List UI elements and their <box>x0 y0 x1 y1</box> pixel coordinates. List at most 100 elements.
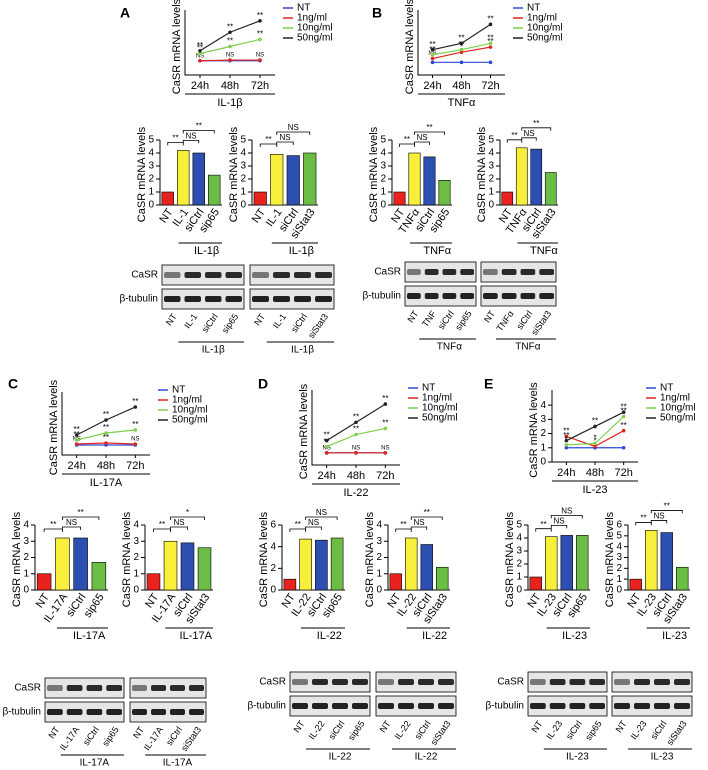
y-tick-label: 6 <box>616 520 622 531</box>
point <box>430 56 435 61</box>
lane-label: NT <box>46 724 61 740</box>
y-tick-label: 4 <box>516 533 522 544</box>
point <box>430 52 435 57</box>
panel-letter: A <box>120 5 130 21</box>
legend-label: 10ng/ml <box>527 23 563 34</box>
blot-band <box>438 679 454 685</box>
point <box>488 41 493 46</box>
blot-band <box>352 679 368 685</box>
lane-label: NT <box>164 311 179 327</box>
y-tick-label: 2 <box>133 552 139 563</box>
point <box>621 414 626 419</box>
panel-letter: D <box>258 376 268 392</box>
x-tick-label: 24h <box>557 467 575 479</box>
blot-frame <box>249 264 335 286</box>
y-tick-label: 4 <box>376 520 382 531</box>
lane-label: siCtrl <box>413 719 433 742</box>
bar <box>389 573 402 591</box>
significance: ** <box>197 44 203 53</box>
significance: ** <box>382 394 388 403</box>
blot-band <box>312 703 328 709</box>
y-tick-label: 0 <box>23 585 29 596</box>
significance: ** <box>382 419 388 428</box>
bracket-label: ** <box>196 122 202 131</box>
blot-frame <box>375 695 457 717</box>
axis <box>311 390 400 466</box>
point <box>104 441 108 445</box>
blot-band <box>569 703 586 709</box>
blot-band <box>407 269 421 275</box>
bracket-label: NS <box>523 129 534 138</box>
point <box>228 30 232 35</box>
y-tick-label: 5 <box>380 135 386 146</box>
lane-label: siCtrl <box>81 725 101 748</box>
bar <box>501 191 514 206</box>
point <box>621 428 626 433</box>
group-label: IL-22 <box>317 630 342 642</box>
point <box>354 451 358 455</box>
group-label: IL-22 <box>415 752 438 763</box>
blot-frame <box>289 671 371 693</box>
x-tick-label: 48h <box>452 80 470 92</box>
bracket <box>182 130 215 134</box>
blot-band <box>378 679 394 685</box>
point <box>74 433 79 437</box>
point <box>459 47 464 52</box>
blot-band <box>460 293 474 299</box>
blot-frame <box>527 671 608 693</box>
x-tick-label: 48h <box>97 460 115 472</box>
panel-letter: C <box>8 376 18 392</box>
blot-band <box>86 685 103 691</box>
point <box>228 58 232 62</box>
bracket-label: NS <box>316 508 327 517</box>
blot-band <box>418 679 434 685</box>
y-tick-label: 0 <box>616 585 622 596</box>
x-tick-label: 24h <box>423 80 441 92</box>
y-tick-label: 4 <box>23 520 29 531</box>
point <box>459 41 464 46</box>
y-tick-label: 1 <box>133 568 139 579</box>
lane-label: sip65 <box>583 719 604 742</box>
x-tick-label: 72h <box>251 80 269 92</box>
blot-band <box>315 272 332 278</box>
bar <box>420 544 433 591</box>
lane-label: NT <box>482 308 497 324</box>
y-tick-label: 3 <box>133 536 139 547</box>
y-tick-label: 2 <box>488 174 494 185</box>
axis <box>417 10 505 76</box>
y-axis-title: CaSR mRNA levels <box>528 382 540 478</box>
blot-band <box>589 679 605 685</box>
group-label: TNFα <box>437 342 462 353</box>
legend-label: 10ng/ml <box>172 405 208 416</box>
point <box>324 451 329 455</box>
significance: ** <box>227 22 233 31</box>
point <box>564 434 569 439</box>
blot-frame <box>161 288 245 310</box>
bracket-label: ** <box>426 123 432 132</box>
y-axis-title: CaSR mRNA levels <box>258 511 270 607</box>
point <box>459 60 464 65</box>
y-axis-title: CaSR mRNA levels <box>604 511 616 607</box>
bracket <box>535 528 552 532</box>
bracket <box>43 528 63 532</box>
group-label: IL-1β <box>194 245 219 257</box>
significance: ** <box>324 431 330 440</box>
x-tick-label: 24h <box>317 470 335 482</box>
blot-row-label: β-tubulin <box>119 294 158 305</box>
point <box>228 44 232 49</box>
point <box>104 418 108 422</box>
legend-label: 50ng/ml <box>660 413 696 424</box>
bracket-label: ** <box>295 520 301 529</box>
lane-label: siStat3 <box>529 309 553 337</box>
y-tick-label: 0 <box>488 200 494 211</box>
y-tick-label: 1 <box>148 187 154 198</box>
lane-label: IL-1 <box>182 312 199 330</box>
point <box>564 443 569 447</box>
bar <box>197 547 212 591</box>
blot-band <box>273 272 290 278</box>
lane-label: siStat3 <box>306 312 330 340</box>
y-tick-label: 4 <box>616 541 622 552</box>
y-tick-label: 3 <box>23 536 29 547</box>
blot-band <box>170 685 185 691</box>
blot-band <box>205 272 222 278</box>
